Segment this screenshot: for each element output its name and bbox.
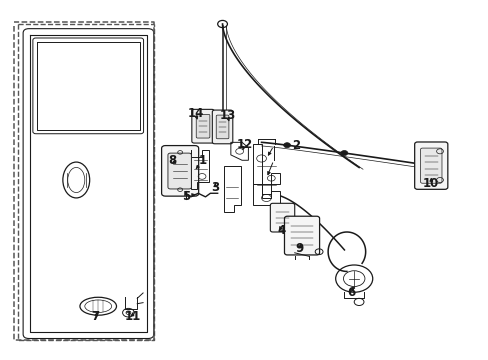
- Text: 3: 3: [211, 181, 219, 194]
- Text: 7: 7: [92, 310, 100, 324]
- FancyBboxPatch shape: [284, 216, 319, 255]
- Text: 11: 11: [124, 310, 140, 324]
- FancyBboxPatch shape: [414, 142, 447, 189]
- FancyBboxPatch shape: [196, 114, 209, 138]
- Text: 14: 14: [187, 107, 203, 120]
- Text: 2: 2: [291, 139, 299, 152]
- Text: 9: 9: [295, 242, 303, 255]
- FancyBboxPatch shape: [216, 115, 228, 139]
- Text: 1: 1: [196, 154, 207, 169]
- Text: 10: 10: [422, 177, 439, 190]
- FancyBboxPatch shape: [191, 109, 214, 143]
- FancyBboxPatch shape: [161, 145, 198, 196]
- Text: 8: 8: [168, 154, 176, 167]
- Text: 5: 5: [182, 190, 195, 203]
- FancyBboxPatch shape: [420, 148, 441, 183]
- Circle shape: [340, 150, 347, 156]
- Text: 6: 6: [347, 287, 355, 300]
- FancyBboxPatch shape: [167, 153, 191, 189]
- Text: 12: 12: [236, 138, 252, 150]
- Text: 4: 4: [276, 224, 285, 237]
- Circle shape: [283, 143, 290, 148]
- FancyBboxPatch shape: [270, 203, 294, 232]
- FancyBboxPatch shape: [212, 110, 232, 144]
- Text: 13: 13: [219, 109, 235, 122]
